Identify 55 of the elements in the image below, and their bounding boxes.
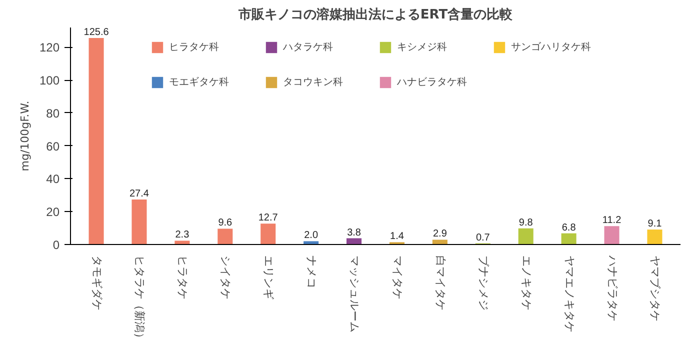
data-label: 6.8 xyxy=(562,222,576,234)
chart-title: 市販キノコの溶媒抽出法によるERT含量の比較 xyxy=(237,6,514,22)
data-label: 2.3 xyxy=(175,230,190,241)
legend-label: モエギタケ科 xyxy=(169,76,230,89)
data-label: 11.2 xyxy=(602,215,622,226)
x-tick-label: ヒタラケ（新潟） xyxy=(133,256,146,344)
data-label: 2.0 xyxy=(304,230,318,242)
bar xyxy=(518,228,534,244)
y-tick-label: 20 xyxy=(46,205,60,220)
data-label: 3.8 xyxy=(347,227,362,238)
legend-label: ヒラタケ科 xyxy=(169,40,220,54)
bar xyxy=(304,241,319,244)
bar xyxy=(88,38,104,244)
bar xyxy=(647,230,662,244)
data-label: 9.8 xyxy=(518,217,534,228)
data-label: 9.1 xyxy=(648,218,662,230)
bar xyxy=(432,240,448,244)
x-tick-label: タモギダケ xyxy=(90,256,102,310)
data-label: 27.4 xyxy=(130,188,150,200)
y-tick-label: 80 xyxy=(46,106,60,120)
legend-label: ハタラケ科 xyxy=(283,40,334,54)
y-tick-label: 60 xyxy=(46,139,60,154)
x-tick-label: エノキタケ xyxy=(520,256,532,310)
bar xyxy=(604,226,620,244)
bar xyxy=(218,228,233,244)
bar xyxy=(260,224,276,244)
data-label: 9.6 xyxy=(218,218,233,229)
x-tick-label: エリンギ xyxy=(262,256,274,300)
y-tick-label: 100 xyxy=(39,74,60,88)
x-tick-label: ヒラタケ xyxy=(176,256,188,300)
bar xyxy=(561,233,576,244)
y-tick-label: 120 xyxy=(39,40,60,55)
legend-label: ハナビラタケ科 xyxy=(397,76,468,89)
bar xyxy=(132,199,147,244)
x-tick-label: マッシュルーム xyxy=(348,256,360,332)
y-axis-title: mg/100gF.W. xyxy=(18,100,32,172)
data-label: 1.4 xyxy=(390,231,404,242)
legend-label: キシメジ科 xyxy=(397,40,448,54)
x-tick-label: 白マイタケ xyxy=(434,256,446,310)
x-tick-label: ハナビラタケ xyxy=(606,254,618,322)
data-label: 12.7 xyxy=(258,212,278,224)
x-tick-label: シイタケ xyxy=(219,256,232,300)
legend-label: サンゴハリタケ科 xyxy=(511,40,592,54)
y-tick-label: 0 xyxy=(52,238,60,252)
y-tick-label: 40 xyxy=(46,172,60,186)
x-tick-label: ナメコ xyxy=(305,256,318,288)
x-tick-label: ブナシメジ xyxy=(476,256,490,310)
legend-label: タコウキン科 xyxy=(283,76,344,89)
data-label: 125.6 xyxy=(84,27,110,38)
data-label: 0.7 xyxy=(476,232,490,244)
x-tick-label: ヤマブシタケ xyxy=(648,256,662,322)
x-tick-label: マイタケ xyxy=(390,256,403,300)
x-tick-label: ヤマエノキタケ xyxy=(562,256,575,332)
bar xyxy=(174,240,190,244)
data-label: 2.9 xyxy=(432,228,448,240)
